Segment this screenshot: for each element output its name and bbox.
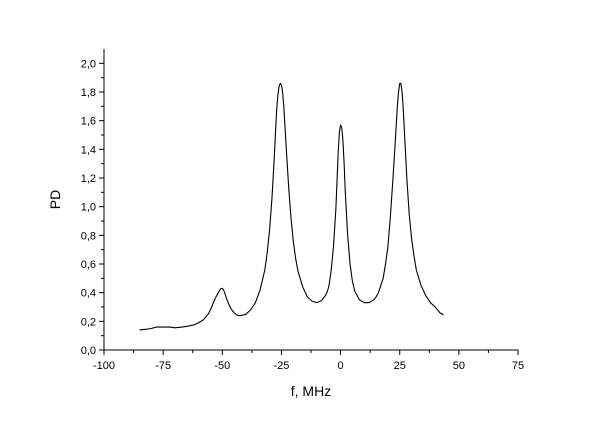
- y-tick-label: 1,8: [81, 87, 96, 99]
- x-tick-label: -25: [273, 360, 289, 372]
- y-tick-label: 0,2: [81, 316, 96, 328]
- x-tick-label: 75: [512, 360, 524, 372]
- axes-layer: [103, 49, 518, 351]
- y-tick-label: 0,0: [81, 345, 96, 357]
- x-tick-label: 25: [394, 360, 406, 372]
- y-axis-title: PD: [47, 190, 63, 209]
- x-tick-label: 0: [338, 360, 344, 372]
- y-tick-label: 1,6: [81, 116, 96, 128]
- y-tick-label: 1,0: [81, 202, 96, 214]
- y-tick-label: 0,4: [81, 288, 96, 300]
- x-tick-label: -75: [155, 360, 171, 372]
- x-tick-label: 50: [453, 360, 465, 372]
- y-tick-label: 1,4: [81, 144, 96, 156]
- y-tick-label: 0,8: [81, 230, 96, 242]
- y-tick-label: 2,0: [81, 58, 96, 70]
- x-tick-label: -50: [214, 360, 230, 372]
- y-tick-label: 1,2: [81, 173, 96, 185]
- ticks-layer: -100 -75 -50 -25 0 25 50 75 0,0 0,2 0,4 0,6 0,8 1,0 1,…: [81, 58, 524, 372]
- x-axis-title: f, MHz: [291, 383, 331, 399]
- y-tick-label: 0,6: [81, 259, 96, 271]
- data-series-line: [139, 82, 444, 331]
- x-tick-label: -100: [93, 360, 115, 372]
